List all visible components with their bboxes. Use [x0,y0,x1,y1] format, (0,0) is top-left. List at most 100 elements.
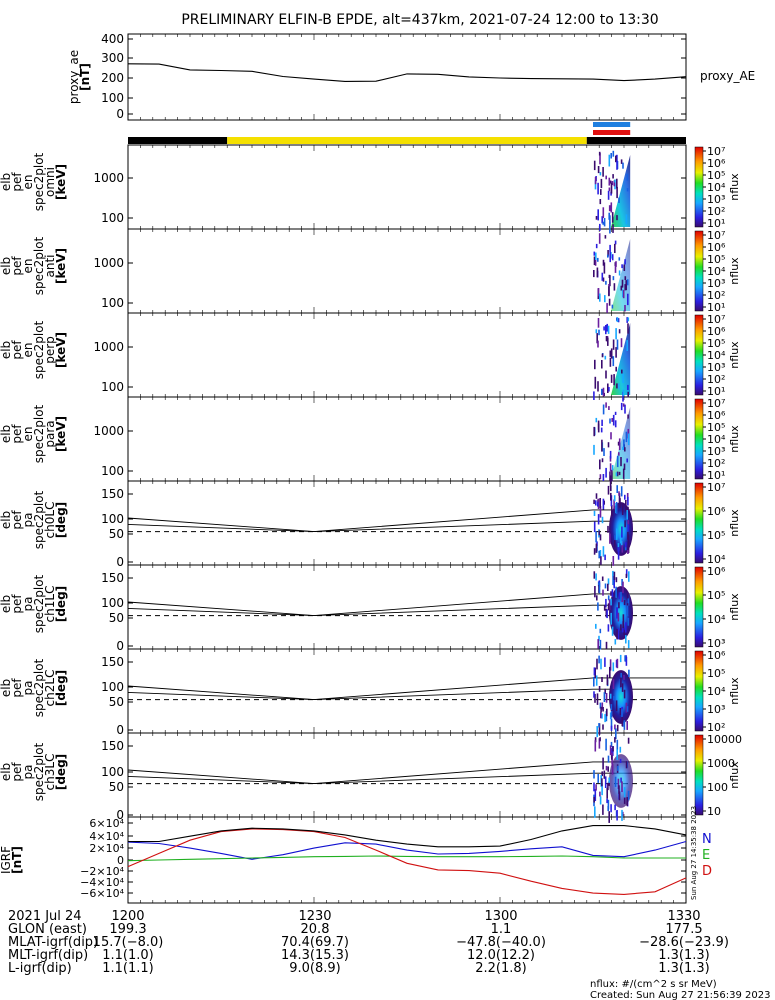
y-axis-label-line: pa [21,681,35,696]
spectrogram-pixel [610,598,612,606]
pa-upper-line [127,761,686,785]
spectrogram-pixel [594,586,596,598]
spectrogram-pixel [618,471,621,476]
y-axis-label-line: [nT] [10,846,24,874]
y-axis-label-line: elb [0,425,13,443]
spectrogram-pixel [599,172,602,176]
spectrogram-pixel [597,420,600,430]
spectrogram-pixel [615,366,617,372]
spectrogram-pixel [598,329,600,336]
mlat-value: −28.6(−23.9) [639,935,729,950]
spectrogram-pixel [607,806,609,812]
time-tick-label: 1330 [667,909,700,924]
spectrogram-pixel [627,496,629,506]
spectrogram-pixel [603,448,605,456]
colorbar-label-text: nflux [728,425,741,453]
colorbar-tick-label: 10⁶ [707,325,726,338]
spectrogram-pixel [611,465,614,471]
science-zone-blue-bar [593,122,631,127]
spectrogram-pixel [611,505,613,516]
grf-legend-E: E [702,848,710,863]
spectrogram-pixel [616,739,619,750]
spectrogram-pixel [623,675,625,680]
y-axis-label-line: spec2plot [32,742,46,801]
spectrogram-pixel [599,534,602,541]
y-tick-label: 0 [116,808,124,822]
spectrogram-fill [611,323,631,395]
spectrogram-pixel [598,738,601,749]
spectrogram-pixel [604,355,607,360]
spectrogram-pixel [627,391,629,398]
l-value: 1.3(1.3) [658,961,710,976]
spectrogram-pixel [601,353,604,358]
spectrogram-pixel [614,243,616,253]
spectrogram-pixel [601,388,603,395]
colorbar-tick-label: 10⁴ [707,685,726,698]
spectrogram-pixel [599,506,602,518]
spectrogram-pixel [600,706,602,713]
spectrogram-pixel [607,485,610,495]
colorbar-tick-label: 10⁷ [707,229,725,242]
spectrogram-pixel [621,540,623,546]
spectrogram-pixel [601,783,603,796]
spectrogram-pixel [602,474,605,481]
colorbar-tick-label: 10¹ [707,217,725,230]
spectrogram-pixel [627,520,630,525]
y-axis-label-line: spec2plot [32,320,46,379]
spectrogram-pixel [606,798,608,804]
spectrogram-pixel [615,261,617,267]
spectrogram-fill [611,239,631,311]
spectrogram-pixel [602,589,604,596]
spectrogram-pixel [613,283,616,291]
spectrogram-pixel [619,708,622,716]
spectrogram-pixel [607,525,609,533]
spectrogram-pixel [601,419,603,426]
spectrogram-pixel [602,259,605,266]
spectrogram-pixel [603,218,606,227]
colorbar-label: nflux [728,425,741,453]
spectrogram-pixel [603,770,606,779]
spectrogram-pixel [623,787,626,798]
y-tick-label: 300 [101,51,124,65]
y-axis-label-line: perp [43,336,57,364]
spectrogram-pixel [609,252,611,263]
y-axis-label-line: elb [0,679,13,697]
colorbar-tick-label: 10⁷ [707,145,725,158]
colorbar-tick-label: 1000 [707,757,735,770]
spectrogram-pixel [593,256,596,265]
spectrogram-pixel [627,317,630,322]
spectrogram-pixel [618,785,620,794]
y-tick-label: 100 [101,91,124,105]
time-row-label-l: L-igrf(dip) [8,961,72,976]
spectrogram-pixel [594,177,597,185]
spectrogram-pixel [626,706,629,712]
colorbar-ch1LC [694,566,704,648]
pa-lower-line [127,688,686,701]
spectrogram-pixel [608,154,611,167]
spectrogram-pixel [595,573,597,581]
y-tick-label: 0 [116,107,124,121]
spectrogram-pixel [598,233,601,244]
spectrogram-pixel [615,502,618,514]
panel-frame-GRF [127,816,687,904]
spectrogram-pixel [625,431,628,443]
spectrogram-pixel [607,782,609,791]
spectrogram-pixel [598,550,600,559]
y-axis-label-line: [deg] [54,754,68,790]
spectrogram-pixel [614,737,616,743]
spectrogram-pixel [623,689,626,699]
y-tick-label: 400 [101,32,124,46]
spectrogram-pixel [622,446,624,450]
y-tick-label: 50 [109,611,124,625]
spectrogram-pixel [622,468,625,479]
spectrogram-pixel [626,279,629,286]
mlt-value: 12.0(12.2) [467,948,535,963]
spectrogram-pixel [614,240,617,245]
spectrogram-pixel [593,444,595,455]
spectrogram-pixel [610,591,612,596]
spectrogram-pixel [607,578,610,585]
spectrogram-pixel [627,534,630,544]
spectrogram-pixel [616,485,618,493]
spectrogram-pixel [610,725,613,731]
